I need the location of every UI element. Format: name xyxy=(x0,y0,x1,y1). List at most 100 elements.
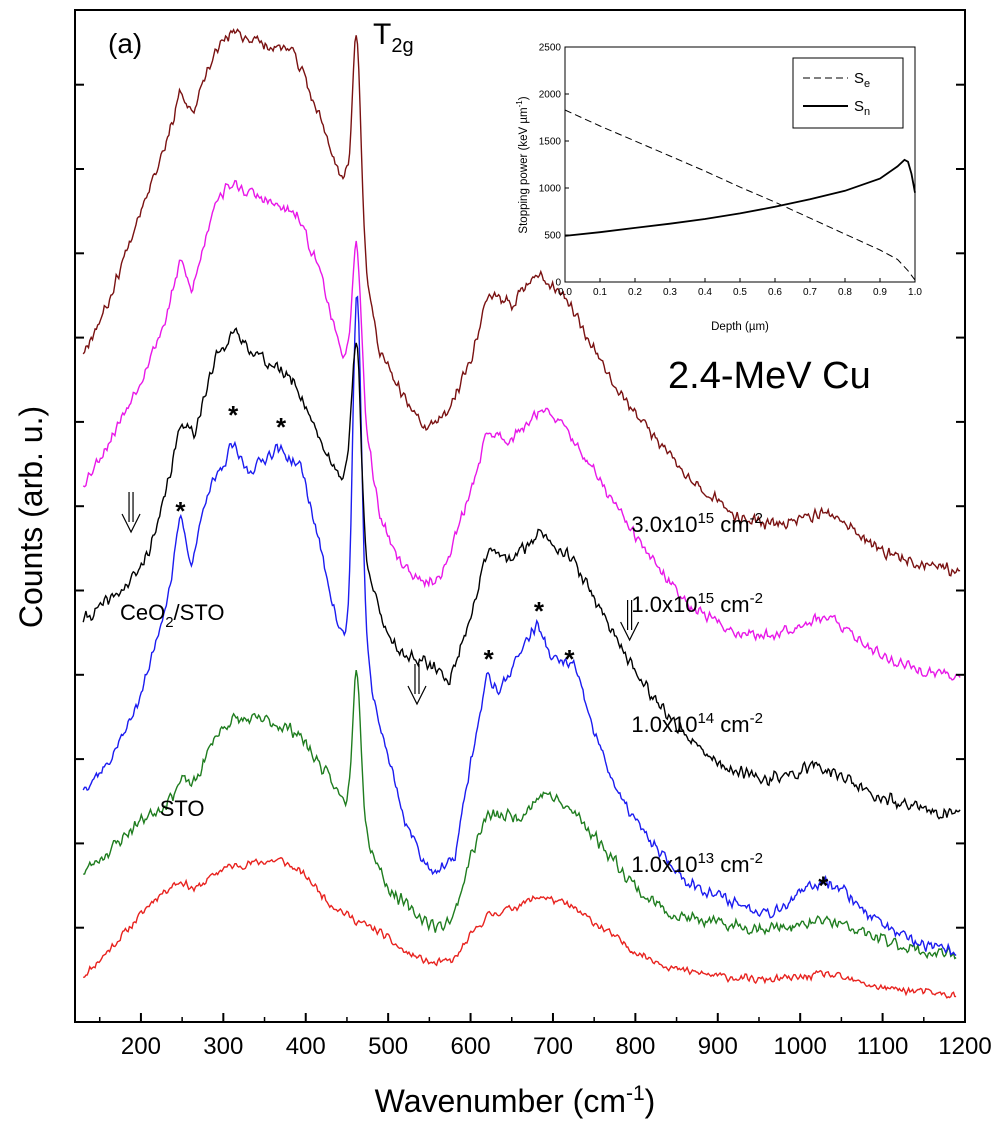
fluence-mantissa: 1.0x10 xyxy=(631,592,697,617)
inset-y-tick-label: 2000 xyxy=(539,90,562,101)
x-tick-label: 600 xyxy=(451,1033,491,1060)
fluence-label-0: 3.0x1015 cm-2 xyxy=(631,510,763,537)
fluence-unit: cm xyxy=(714,712,749,737)
feature-arrow xyxy=(620,600,640,642)
series-line-4 xyxy=(82,179,961,681)
x-tick-label: 400 xyxy=(286,1033,326,1060)
fluence-label-2: 1.0x1014 cm-2 xyxy=(631,710,763,737)
inset-legend-box xyxy=(792,57,904,129)
x-tick-label: 1100 xyxy=(857,1033,909,1060)
fluence-unit-exponent: -2 xyxy=(750,590,763,607)
inset-x-tick-label: 0.4 xyxy=(698,287,712,298)
t2g-sub: 2g xyxy=(391,35,413,57)
x-axis-title-end: ) xyxy=(645,1083,656,1119)
inset-x-tick-label: 0.0 xyxy=(558,287,572,298)
fluence-label-1: 1.0x1015 cm-2 xyxy=(631,590,763,617)
inset-x-tick-label: 0.2 xyxy=(628,287,642,298)
x-tick-label: 900 xyxy=(698,1033,738,1060)
series-line-1 xyxy=(83,669,957,960)
sample-label-main: STO xyxy=(160,796,205,821)
t2g-main: T xyxy=(373,18,391,51)
legend-sn-label: Sn xyxy=(854,98,870,118)
peak-star: * xyxy=(228,400,239,430)
main-x-ticks: 200 300 400 500 600 700 800 900 1000 1100 1200 xyxy=(98,1013,992,1060)
peak-star: * xyxy=(564,644,575,674)
feature-arrow xyxy=(121,492,141,534)
x-tick-label: 300 xyxy=(203,1033,243,1060)
x-axis-title: Wavenumber (cm-1) xyxy=(375,1082,656,1119)
x-tick-label: 200 xyxy=(121,1033,161,1060)
inset-x-tick-label: 0.6 xyxy=(768,287,782,298)
inset-y-title-end: ) xyxy=(518,96,530,100)
x-tick-label: 700 xyxy=(533,1033,573,1060)
fluence-unit-exponent: -2 xyxy=(750,510,763,527)
inset-legend: Se Sn xyxy=(792,57,904,129)
sample-label-rest: /STO xyxy=(174,600,225,625)
series-line-3 xyxy=(82,327,961,820)
main-plot-frame xyxy=(74,9,966,1023)
y-axis-title: Counts (arb. u.) xyxy=(13,406,49,628)
series-line-2 xyxy=(82,295,957,957)
inset-x-tick-label: 0.7 xyxy=(803,287,817,298)
main-y-ticks xyxy=(75,83,965,929)
series-line-5 xyxy=(82,28,961,577)
inset-x-tick-label: 0.8 xyxy=(838,287,852,298)
inset-y-tick-label: 1000 xyxy=(539,184,562,195)
fluence-unit-exponent: -2 xyxy=(750,850,763,867)
x-tick-label: 1000 xyxy=(773,1033,826,1060)
fluence-mantissa: 1.0x10 xyxy=(631,712,697,737)
inset-x-title: Depth (µm) xyxy=(711,321,769,333)
inset-x-tick-label: 0.9 xyxy=(873,287,887,298)
peak-star: * xyxy=(484,644,495,674)
fluence-exponent: 15 xyxy=(697,510,714,527)
sample-label-main: CeO xyxy=(120,600,165,625)
fluence-unit: cm xyxy=(714,852,749,877)
inset-series-0 xyxy=(564,109,916,281)
inset-series-group xyxy=(564,109,916,281)
legend-se-label: Se xyxy=(854,70,870,90)
fluence-unit: cm xyxy=(714,592,749,617)
inset-y-title-sup: -1 xyxy=(515,100,524,108)
inset-y-tick-label: 500 xyxy=(544,231,561,242)
x-axis-title-main: Wavenumber (cm xyxy=(375,1083,626,1119)
sample-label-0: STO xyxy=(160,796,205,821)
inset-y-title: Stopping power (keV µm-1) xyxy=(515,96,530,233)
legend-sn-main: S xyxy=(854,98,864,115)
legend-se-main: S xyxy=(854,70,864,87)
fluence-exponent: 13 xyxy=(697,850,714,867)
sample-label-sub: 2 xyxy=(165,614,173,631)
inset-y-tick-label: 0 xyxy=(555,278,561,289)
x-axis-title-sup: -1 xyxy=(626,1082,645,1105)
main-series-group xyxy=(82,28,961,999)
t2g-label: T2g xyxy=(373,18,414,57)
sample-label-1: CeO2/STO xyxy=(120,600,225,631)
inset-x-tick-label: 0.5 xyxy=(733,287,747,298)
inset-x-tick-label: 0.1 xyxy=(593,287,607,298)
fluence-exponent: 14 xyxy=(697,710,714,727)
main-ion-label: 2.4-MeV Cu xyxy=(668,355,871,397)
inset-x-tick-label: 1.0 xyxy=(908,287,922,298)
x-tick-label: 1200 xyxy=(938,1033,991,1060)
inset-y-tick-label: 2500 xyxy=(539,43,562,54)
inset-series-1 xyxy=(564,158,916,237)
fluence-mantissa: 3.0x10 xyxy=(631,512,697,537)
legend-sn-sub: n xyxy=(864,106,870,118)
fluence-label-3: 1.0x1013 cm-2 xyxy=(631,850,763,877)
peak-star: * xyxy=(276,412,287,442)
legend-se-sub: e xyxy=(864,78,870,90)
peak-star: * xyxy=(175,496,186,526)
x-tick-label: 800 xyxy=(615,1033,655,1060)
panel-label: (a) xyxy=(108,28,142,59)
feature-arrow xyxy=(407,664,427,706)
fluence-exponent: 15 xyxy=(697,590,714,607)
inset-y-tick-label: 1500 xyxy=(539,137,562,148)
fluence-unit: cm xyxy=(714,512,749,537)
series-line-0 xyxy=(83,856,957,999)
peak-star: * xyxy=(818,870,829,900)
peak-star: * xyxy=(534,596,545,626)
fluence-mantissa: 1.0x10 xyxy=(631,852,697,877)
x-tick-label: 500 xyxy=(368,1033,408,1060)
inset-ticks: 0.0 0.1 0.2 0.3 0.4 0.5 0.6 0.7 0.8 0.9 1.0 0 500 100… xyxy=(539,43,923,299)
